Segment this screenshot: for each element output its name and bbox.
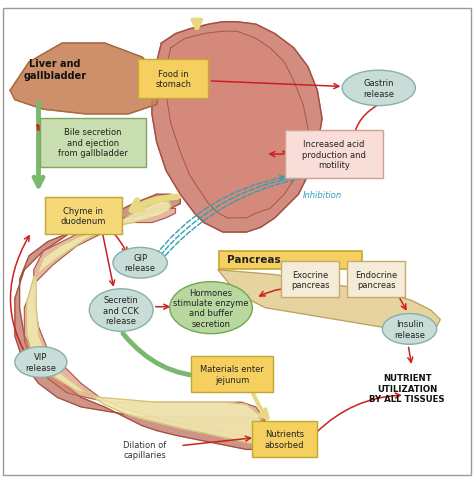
Ellipse shape [15, 347, 67, 378]
Text: Inhibition: Inhibition [303, 190, 342, 199]
Text: Hormones
stimulate enzyme
and buffer
secretion: Hormones stimulate enzyme and buffer sec… [173, 288, 249, 328]
Text: GIP
release: GIP release [125, 254, 155, 273]
FancyBboxPatch shape [191, 356, 273, 392]
Text: Gastrin
release: Gastrin release [363, 79, 394, 98]
FancyBboxPatch shape [40, 119, 146, 167]
Text: Liver and
gallbladder: Liver and gallbladder [24, 59, 87, 81]
Polygon shape [27, 202, 263, 445]
Polygon shape [166, 32, 308, 218]
Ellipse shape [383, 314, 437, 345]
Polygon shape [15, 195, 275, 450]
Text: Secretin
and CCK
release: Secretin and CCK release [103, 296, 139, 325]
Text: Dilation of
capillaries: Dilation of capillaries [123, 440, 166, 459]
Text: VIP
release: VIP release [26, 352, 56, 372]
Text: Exocrine
pancreas: Exocrine pancreas [291, 270, 329, 289]
Polygon shape [24, 209, 265, 440]
Text: Materials enter
jejunum: Materials enter jejunum [201, 364, 264, 384]
Text: Nutrients
absorbed: Nutrients absorbed [264, 429, 304, 449]
Text: Bile secretion
and ejection
from gallbladder: Bile secretion and ejection from gallbla… [58, 128, 128, 158]
Polygon shape [218, 270, 440, 334]
FancyBboxPatch shape [281, 262, 339, 298]
Ellipse shape [342, 71, 415, 106]
Text: Insulin
release: Insulin release [394, 319, 425, 339]
Text: Pancreas: Pancreas [227, 255, 280, 265]
FancyBboxPatch shape [252, 421, 317, 457]
FancyBboxPatch shape [45, 197, 122, 235]
Text: Food in
stomach: Food in stomach [155, 70, 191, 89]
Polygon shape [152, 23, 322, 233]
Text: NUTRIENT
UTILIZATION
BY ALL TISSUES: NUTRIENT UTILIZATION BY ALL TISSUES [369, 373, 445, 403]
FancyBboxPatch shape [219, 252, 362, 270]
Polygon shape [10, 44, 161, 115]
Ellipse shape [170, 282, 252, 334]
Text: Chyme in
duodenum: Chyme in duodenum [61, 206, 106, 226]
Text: Increased acid
production and
motility: Increased acid production and motility [302, 140, 366, 169]
FancyBboxPatch shape [285, 131, 383, 179]
FancyBboxPatch shape [138, 60, 208, 99]
Text: Endocrine
pancreas: Endocrine pancreas [356, 270, 398, 289]
FancyBboxPatch shape [347, 262, 405, 298]
Ellipse shape [113, 248, 167, 279]
Ellipse shape [89, 289, 153, 332]
